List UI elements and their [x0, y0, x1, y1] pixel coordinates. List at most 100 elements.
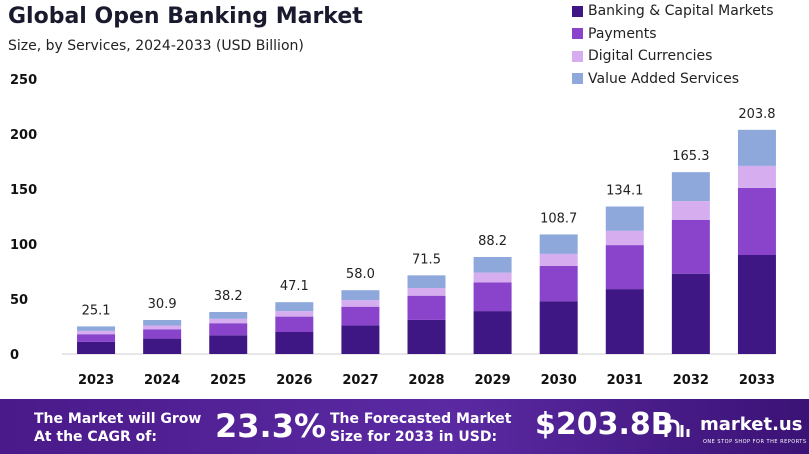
- x-tick-label: 2024: [144, 373, 180, 388]
- legend-label: Digital Currencies: [588, 48, 713, 65]
- legend-item-banking: Banking & Capital Markets: [572, 0, 774, 23]
- x-tick-label: 2032: [673, 373, 709, 388]
- bar-segment: [539, 234, 578, 254]
- bar-total-label: 25.1: [82, 303, 111, 318]
- x-tick-label: 2033: [739, 373, 775, 388]
- bar-total-label: 47.1: [280, 279, 309, 294]
- bar-segment: [209, 323, 248, 336]
- legend-swatch: [572, 5, 583, 17]
- bar-segment: [209, 311, 248, 319]
- footer-banner: The Market will Grow At the CAGR of: 23.…: [0, 399, 809, 454]
- bar-segment: [605, 289, 644, 354]
- bar-segment: [341, 300, 380, 307]
- x-tick-label: 2029: [474, 373, 510, 388]
- x-tick-label: 2023: [78, 373, 114, 388]
- cagr-caption-line2: At the CAGR of:: [34, 429, 157, 445]
- cagr-value: 23.3%: [215, 407, 327, 445]
- bar-total-label: 108.7: [540, 211, 577, 226]
- legend-item-value-added: Value Added Services: [572, 68, 774, 91]
- x-tick-label: 2031: [607, 373, 643, 388]
- market-us-logo-icon: [664, 419, 690, 437]
- bar-segment: [473, 282, 512, 312]
- bar-segment: [209, 335, 248, 354]
- bar-total-label: 71.5: [412, 252, 441, 267]
- bar-total-label: 165.3: [672, 149, 709, 164]
- bar-segment: [341, 325, 380, 354]
- x-tick-label: 2028: [408, 373, 444, 388]
- legend-label: Payments: [588, 25, 657, 42]
- bar-segment: [539, 253, 578, 266]
- bar-segment: [473, 256, 512, 273]
- bar-segment: [341, 306, 380, 326]
- legend-swatch: [572, 50, 583, 62]
- bar-total-label: 58.0: [346, 267, 375, 282]
- forecast-caption: The Forecasted Market Size for 2033 in U…: [330, 410, 511, 446]
- y-tick-label: 100: [10, 238, 37, 253]
- brand-tagline: ONE STOP SHOP FOR THE REPORTS: [703, 439, 807, 445]
- bar-segment: [407, 288, 446, 296]
- forecast-caption-line1: The Forecasted Market: [330, 411, 512, 427]
- bar-segment: [275, 332, 314, 354]
- y-tick-label: 200: [10, 128, 37, 143]
- bar-segment: [605, 230, 644, 246]
- bar-segment: [671, 172, 710, 202]
- bar-segment: [407, 319, 446, 354]
- cagr-caption: The Market will Grow At the CAGR of:: [34, 410, 201, 446]
- forecast-caption-line2: Size for 2033 in USD:: [330, 429, 498, 445]
- legend-item-payments: Payments: [572, 23, 774, 46]
- bar-segment: [605, 245, 644, 290]
- bar-total-label: 30.9: [148, 297, 177, 312]
- bar-segment: [407, 295, 446, 320]
- y-tick-label: 150: [10, 183, 37, 198]
- bar-segment: [473, 272, 512, 283]
- chart-title: Global Open Banking Market: [8, 4, 363, 29]
- legend-item-digital-currencies: Digital Currencies: [572, 45, 774, 68]
- x-tick-label: 2030: [541, 373, 577, 388]
- bar-total-label: 38.2: [214, 289, 243, 304]
- y-tick-label: 0: [10, 348, 19, 363]
- bar-segment: [77, 326, 116, 331]
- bar-segment: [143, 338, 182, 354]
- bar-segment: [341, 290, 380, 301]
- bar-segment: [737, 187, 776, 255]
- bar-segment: [605, 206, 644, 231]
- legend-swatch: [572, 73, 583, 85]
- chart-subtitle: Size, by Services, 2024-2033 (USD Billio…: [8, 38, 304, 54]
- forecast-value: $203.8B: [535, 407, 674, 442]
- bar-segment: [539, 301, 578, 354]
- bar-segment: [539, 266, 578, 302]
- x-tick-label: 2027: [342, 373, 378, 388]
- bar-segment: [737, 129, 776, 166]
- brand-logo-text: market.us: [700, 414, 803, 435]
- bar-segment: [143, 325, 182, 330]
- bar-total-label: 134.1: [606, 183, 643, 198]
- chart-legend: Banking & Capital Markets Payments Digit…: [572, 0, 774, 90]
- bar-segment: [77, 334, 116, 342]
- bar-segment: [671, 201, 710, 220]
- y-tick-label: 250: [10, 73, 37, 88]
- bar-segment: [275, 316, 314, 332]
- bar-segment: [77, 330, 116, 335]
- cagr-caption-line1: The Market will Grow: [34, 411, 202, 427]
- x-tick-label: 2026: [276, 373, 312, 388]
- bar-segment: [473, 311, 512, 354]
- bar-segment: [77, 341, 116, 354]
- legend-swatch: [572, 28, 583, 40]
- bar-segment: [737, 165, 776, 188]
- bar-total-label: 203.8: [738, 107, 775, 122]
- bar-segment: [275, 302, 314, 312]
- y-tick-label: 50: [10, 293, 28, 308]
- bar-segment: [275, 311, 314, 317]
- legend-label: Value Added Services: [588, 70, 739, 87]
- bar-total-label: 88.2: [478, 234, 507, 249]
- bar-segment: [671, 273, 710, 354]
- x-tick-label: 2025: [210, 373, 246, 388]
- bar-segment: [143, 320, 182, 326]
- bar-segment: [737, 255, 776, 354]
- bar-segment: [143, 329, 182, 339]
- bar-chart: 0 50 100 150 200 250 25.1 2023 30.9 2024 38.2 2025 4…: [10, 73, 776, 388]
- legend-label: Banking & Capital Markets: [588, 3, 774, 20]
- bar-segment: [407, 275, 446, 288]
- bar-segment: [209, 318, 248, 324]
- bar-segment: [671, 219, 710, 274]
